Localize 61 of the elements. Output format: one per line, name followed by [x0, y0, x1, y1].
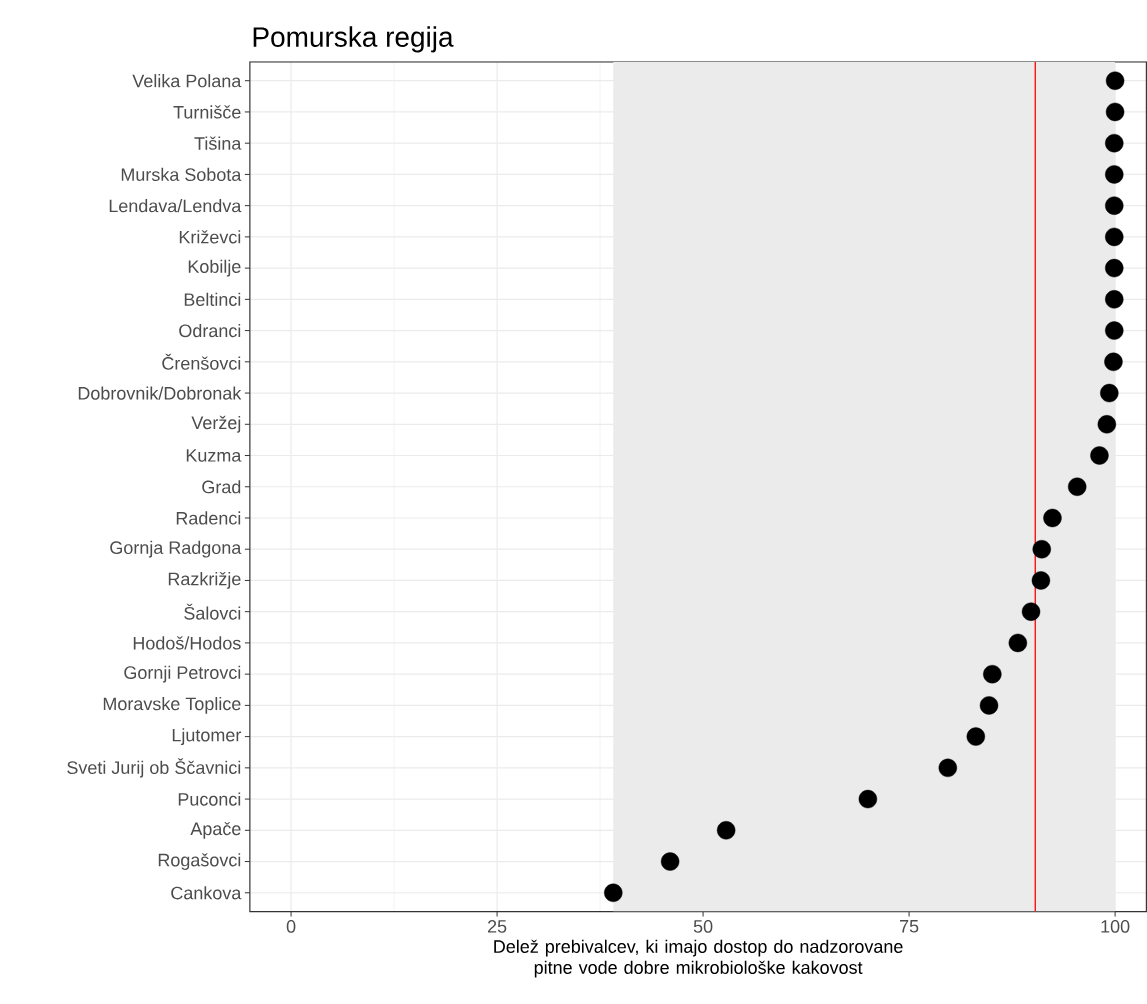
chart-title: Pomurska regija: [253, 26, 454, 53]
point: [1105, 164, 1124, 184]
point: [1105, 321, 1124, 340]
y-tick-label: Kuzma: [186, 449, 242, 462]
x-tick-label: 0: [286, 919, 296, 933]
x-tick-label: 25: [487, 919, 507, 933]
point: [1021, 602, 1041, 621]
y-tick-label: Križevci: [179, 230, 241, 244]
y-tick-label: Odranci: [179, 323, 241, 337]
point: [1008, 633, 1028, 652]
point: [938, 758, 958, 777]
point: [716, 820, 736, 840]
y-tick-label: Razkrižje: [168, 571, 241, 589]
y-tick-label: Tišina: [194, 136, 242, 150]
y-tick-label: Gornja Radgona: [110, 540, 242, 558]
y-tick-label: Moravske Toplice: [103, 696, 241, 714]
y-tick-label: Ljutomer: [172, 728, 242, 745]
x-tick-label: 100: [1101, 919, 1130, 933]
point: [1104, 352, 1123, 371]
y-tick-label: Šalovci: [184, 603, 241, 620]
point: [1097, 414, 1117, 434]
x-tick-label: 75: [900, 919, 919, 933]
y-tick-label: Črenšovci: [162, 353, 241, 370]
point: [1105, 133, 1124, 153]
point: [966, 727, 986, 746]
point: [1105, 71, 1125, 90]
point: [1105, 227, 1124, 246]
x-tick-label: 50: [693, 919, 713, 933]
y-tick-label: Gornji Petrovci: [124, 665, 241, 683]
y-tick-label: Kobilje: [188, 259, 241, 277]
point: [858, 789, 878, 809]
point: [979, 695, 999, 715]
y-tick-label: Apače: [190, 821, 241, 839]
y-tick-label: Velika Polana: [132, 73, 242, 88]
point: [1068, 477, 1087, 496]
y-tick-label: Turnišče: [173, 105, 241, 119]
point: [983, 664, 1002, 684]
y-tick-label: Sveti Jurij ob Ščavnici: [67, 757, 241, 778]
point: [660, 852, 680, 871]
y-tick-label: Dobrovnik/Dobronak: [78, 386, 242, 400]
y-tick-label: Rogašovci: [158, 852, 241, 870]
point: [1043, 508, 1062, 527]
point: [1090, 446, 1109, 465]
point: [604, 883, 623, 902]
y-tick-label: Cankova: [171, 885, 242, 900]
point: [1105, 196, 1124, 215]
y-tick-label: Beltinci: [184, 292, 241, 306]
y-tick-label: Murska Sobota: [121, 167, 242, 181]
point: [1032, 539, 1051, 559]
y-tick-label: Veržej: [191, 415, 241, 433]
y-tick-label: Grad: [202, 479, 241, 494]
y-tick-label: Lendava/Lendva: [109, 198, 242, 213]
point: [1105, 102, 1125, 121]
point: [1031, 571, 1051, 590]
y-tick-label: Puconci: [178, 792, 241, 806]
point: [1100, 383, 1119, 403]
point: [1105, 289, 1124, 309]
x-axis-title: Delež prebivalcev, ki imajo dostop do nadzorovane pitne vode dobre mikrobiološke kakovost: [494, 939, 903, 978]
y-tick-label: Radenci: [176, 511, 241, 525]
y-tick-label: Hodoš/Hodos: [133, 636, 241, 650]
point: [1105, 258, 1124, 278]
